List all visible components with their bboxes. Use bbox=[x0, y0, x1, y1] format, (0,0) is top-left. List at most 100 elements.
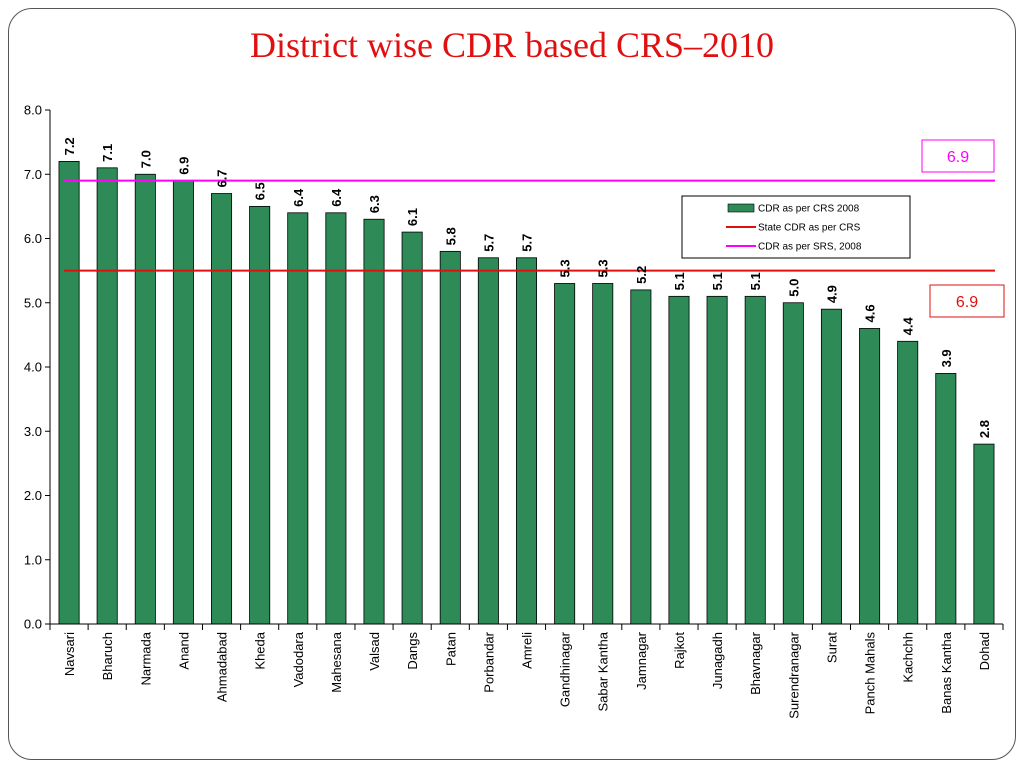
reference-value-boxes: 6.9 6.9 bbox=[921, 139, 1005, 318]
legend: CDR as per CRS 2008 State CDR as per CRS C… bbox=[681, 195, 911, 259]
x-tick-label: Sabar Kantha bbox=[596, 631, 611, 711]
x-tick-label: Jamnagar bbox=[634, 631, 649, 689]
x-tick-label: Banas Kantha bbox=[939, 631, 954, 713]
bar bbox=[96, 167, 118, 625]
x-tick-label: Mahesana bbox=[329, 631, 344, 692]
y-tick-label: 8.0 bbox=[24, 103, 42, 118]
x-tick-label: Amreli bbox=[520, 632, 535, 669]
bar bbox=[211, 193, 233, 625]
x-tick-label: Patan bbox=[443, 632, 458, 666]
x-tick-label: Surendranagar bbox=[786, 631, 801, 718]
bar-value-label: 6.9 bbox=[176, 157, 191, 175]
bar bbox=[820, 308, 842, 625]
bar-value-label: 6.1 bbox=[405, 208, 420, 226]
bar-value-label: 4.4 bbox=[901, 316, 916, 335]
y-tick-label: 1.0 bbox=[24, 552, 42, 567]
bar bbox=[401, 231, 423, 625]
bar bbox=[668, 295, 690, 625]
y-tick-label: 4.0 bbox=[24, 360, 42, 375]
bar-value-label: 6.4 bbox=[329, 188, 344, 207]
x-tick-label: Vadodara bbox=[291, 631, 306, 687]
reference-value-label: 6.9 bbox=[956, 294, 978, 311]
x-tick-label: Dangs bbox=[405, 632, 420, 670]
bar-value-label: 2.8 bbox=[977, 420, 992, 438]
bar-value-label: 6.4 bbox=[291, 188, 306, 207]
x-tick-label: Gandhinagar bbox=[558, 631, 573, 707]
bar-value-label: 6.3 bbox=[367, 195, 382, 213]
x-tick-label: Navsari bbox=[62, 632, 77, 676]
bar bbox=[744, 295, 766, 625]
bar-value-label: 5.7 bbox=[520, 234, 535, 252]
bar bbox=[592, 283, 614, 625]
bars bbox=[58, 160, 995, 625]
x-tick-label: Surat bbox=[824, 632, 839, 663]
x-tick-label: Rajkot bbox=[672, 632, 687, 669]
x-axis: Navsari Bharuch Narmada Anand Ahmadabad Kheda… bbox=[49, 623, 1004, 719]
bar-value-label: 5.1 bbox=[710, 272, 725, 290]
bar bbox=[630, 289, 652, 625]
bar-value-label: 5.7 bbox=[481, 234, 496, 252]
legend-label: CDR as per CRS 2008 bbox=[758, 204, 860, 215]
bar-value-label: 5.2 bbox=[634, 266, 649, 284]
bar bbox=[515, 257, 538, 625]
bar bbox=[287, 212, 309, 625]
bar-value-label: 6.7 bbox=[215, 169, 230, 187]
bar bbox=[363, 218, 385, 625]
bar-value-labels: 7.2 7.1 7.0 6.9 6.7 6.5 6.4 6.4 6.3 6.1 5.8 5.7 5.7 5… bbox=[62, 137, 992, 438]
reference-value-box bbox=[921, 139, 995, 173]
reference-lines bbox=[64, 179, 995, 272]
x-tick-label: Dohad bbox=[977, 632, 992, 670]
x-tick-label: Ahmadabad bbox=[215, 632, 230, 702]
bar-value-label: 5.1 bbox=[672, 272, 687, 290]
bar-value-label: 6.5 bbox=[253, 182, 268, 200]
x-tick-label: Bharuch bbox=[100, 632, 115, 680]
x-tick-label: Narmada bbox=[138, 631, 153, 685]
y-tick-label: 6.0 bbox=[24, 231, 42, 246]
bar bbox=[249, 205, 271, 625]
bar-value-label: 4.6 bbox=[863, 304, 878, 322]
legend-swatch-bar bbox=[727, 203, 755, 213]
bar-value-label: 3.9 bbox=[939, 349, 954, 367]
x-tick-label: Junagadh bbox=[710, 632, 725, 689]
bar-value-label: 7.0 bbox=[138, 150, 153, 168]
bar bbox=[439, 250, 461, 625]
bar-value-label: 7.1 bbox=[100, 144, 115, 162]
bar bbox=[782, 302, 804, 625]
bar bbox=[172, 180, 194, 625]
x-tick-label: Valsad bbox=[367, 632, 382, 671]
slide-frame bbox=[8, 8, 1016, 760]
bar bbox=[325, 212, 347, 625]
x-tick-label: Panch Mahals bbox=[863, 632, 878, 715]
chart-title: District wise CDR based CRS–2010 bbox=[249, 25, 774, 65]
y-tick-label: 3.0 bbox=[24, 424, 42, 439]
y-tick-label: 7.0 bbox=[24, 167, 42, 182]
bar-value-label: 5.1 bbox=[748, 272, 763, 290]
y-tick-label: 0.0 bbox=[24, 617, 42, 632]
bar bbox=[935, 373, 957, 625]
bar-value-label: 5.3 bbox=[558, 259, 573, 277]
bar bbox=[134, 173, 156, 625]
y-axis: 0.0 1.0 2.0 3.0 4.0 5.0 6.0 7.0 8.0 bbox=[24, 103, 51, 632]
x-tick-label: Anand bbox=[176, 632, 191, 670]
legend-label: CDR as per SRS, 2008 bbox=[758, 242, 862, 253]
reference-value-box bbox=[929, 284, 1005, 318]
bar bbox=[477, 257, 499, 625]
x-tick-label: Porbandar bbox=[481, 631, 496, 692]
bar bbox=[58, 160, 80, 625]
legend-label: State CDR as per CRS bbox=[758, 223, 861, 234]
y-tick-label: 2.0 bbox=[24, 488, 42, 503]
y-tick-label: 5.0 bbox=[24, 295, 42, 310]
x-tick-label: Kachchh bbox=[901, 632, 916, 683]
reference-value-label: 6.9 bbox=[947, 149, 969, 166]
x-tick-label: Kheda bbox=[253, 631, 268, 669]
bar bbox=[973, 443, 995, 625]
bar-value-label: 5.8 bbox=[443, 227, 458, 245]
bar-value-label: 7.2 bbox=[62, 137, 77, 155]
x-tick-label: Bhavnagar bbox=[748, 631, 763, 695]
bar bbox=[706, 295, 728, 625]
bar bbox=[897, 340, 919, 625]
bar bbox=[859, 328, 881, 625]
legend-box bbox=[681, 195, 911, 259]
bar bbox=[554, 283, 576, 625]
